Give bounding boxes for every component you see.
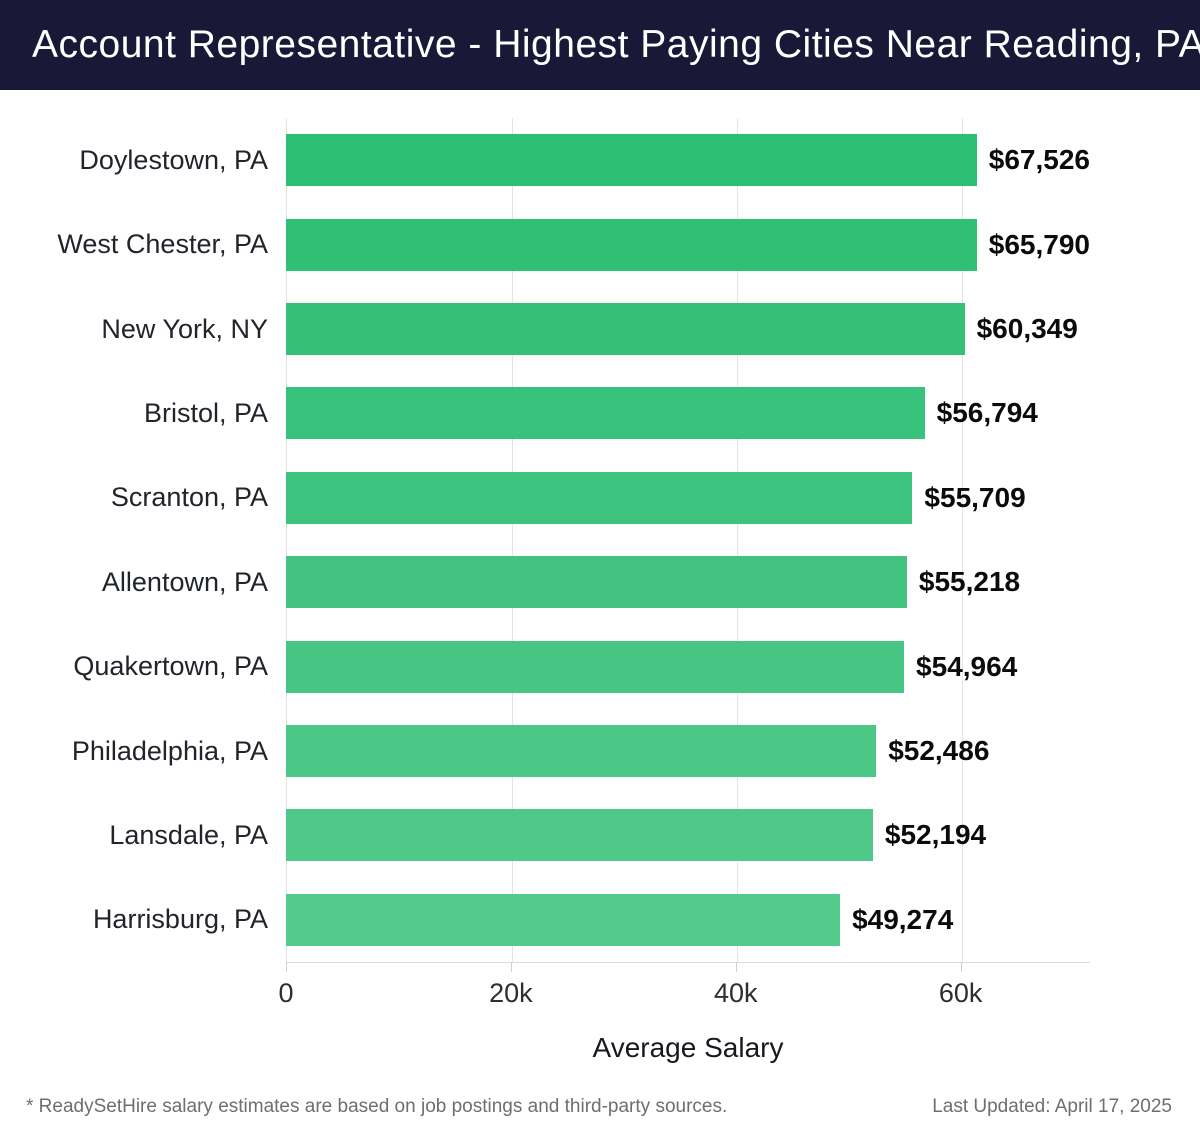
category-label: New York, NY [101, 313, 268, 344]
bar-track: $67,526 [286, 134, 1090, 187]
footer-source-note: * ReadySetHire salary estimates are base… [26, 1096, 728, 1117]
category-label: Bristol, PA [143, 397, 268, 428]
category-label: Quakertown, PA [73, 651, 268, 682]
bar-track: $56,794 [286, 387, 1090, 440]
bar[interactable] [286, 640, 905, 693]
value-label: $55,218 [918, 566, 1021, 598]
x-tick-label: 40k [714, 978, 758, 1008]
bar[interactable] [286, 387, 925, 440]
plot-gridlines [286, 118, 1091, 962]
value-label: $60,349 [976, 313, 1078, 345]
x-tick-label: 0 [278, 978, 294, 1008]
value-label: $65,790 [988, 228, 1090, 260]
bar[interactable] [286, 303, 965, 356]
bar[interactable] [286, 893, 841, 946]
x-tick-mark [960, 962, 962, 972]
category-label: Scranton, PA [110, 482, 268, 513]
bar[interactable] [286, 725, 877, 778]
value-label: $52,194 [884, 819, 987, 851]
x-axis-line [286, 962, 1090, 963]
bar[interactable] [286, 134, 977, 187]
gridline [736, 118, 738, 962]
bar-row: Allentown, PA $55,218 [0, 540, 1200, 624]
x-tick-label: 20k [489, 978, 533, 1008]
bar-track: $65,790 [286, 218, 1090, 271]
bar-row: Harrisburg, PA $49,274 [0, 878, 1200, 962]
bar[interactable] [286, 809, 873, 862]
gridline [511, 118, 513, 962]
bar-track: $49,274 [286, 893, 1090, 946]
bar-track: $52,486 [286, 725, 1090, 778]
category-label: Allentown, PA [101, 566, 268, 597]
bar[interactable] [286, 471, 913, 524]
bar-row: Doylestown, PA $67,526 [0, 118, 1200, 202]
bar-row: New York, NY $60,349 [0, 287, 1200, 371]
header-bar: Account Representative - Highest Paying … [0, 0, 1200, 90]
bar[interactable] [286, 556, 907, 609]
value-label: $56,794 [936, 397, 1038, 429]
bar[interactable] [286, 218, 977, 271]
value-label: $52,486 [888, 735, 990, 767]
footer-last-updated: Last Updated: April 17, 2025 [932, 1096, 1172, 1117]
bar-row: Scranton, PA $55,709 [0, 456, 1200, 540]
category-label: Lansdale, PA [109, 819, 268, 850]
category-label: Harrisburg, PA [92, 904, 268, 935]
page-title: Account Representative - Highest Paying … [32, 23, 1200, 66]
bar-row: Bristol, PA $56,794 [0, 371, 1200, 455]
value-label: $67,526 [988, 144, 1090, 176]
category-label: Doylestown, PA [79, 144, 268, 175]
category-label: Philadelphia, PA [71, 735, 268, 766]
bar-row: West Chester, PA $65,790 [0, 202, 1200, 286]
bar-track: $55,218 [286, 556, 1090, 609]
x-tick-label: 60k [938, 978, 983, 1008]
bar-track: $54,964 [286, 640, 1090, 693]
x-axis-title: Average Salary [592, 1032, 784, 1063]
gridline [961, 118, 963, 962]
x-tick-mark [510, 962, 512, 972]
value-label: $49,274 [852, 903, 954, 935]
category-label: West Chester, PA [57, 229, 268, 260]
value-label: $55,709 [924, 481, 1026, 513]
bar-rows: Doylestown, PA $67,526 West Chester, PA $65… [0, 118, 1200, 962]
bar-row: Lansdale, PA $52,194 [0, 793, 1200, 877]
value-label: $54,964 [916, 650, 1018, 682]
bar-row: Quakertown, PA $54,964 [0, 624, 1200, 708]
x-tick-mark [735, 962, 737, 972]
footer: * ReadySetHire salary estimates are base… [0, 1096, 1200, 1118]
bar-row: Philadelphia, PA $52,486 [0, 709, 1200, 793]
bar-track: $60,349 [286, 303, 1090, 356]
bar-track: $55,709 [286, 471, 1090, 524]
bar-track: $52,194 [286, 809, 1090, 862]
x-tick-mark [286, 962, 287, 972]
